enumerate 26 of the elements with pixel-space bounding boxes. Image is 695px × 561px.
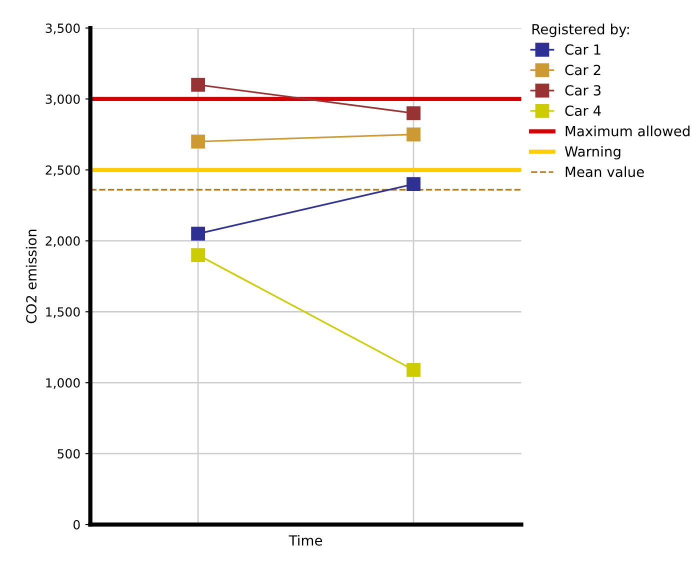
- y-tick-label: 2,500: [46, 165, 80, 176]
- legend-label: Car 3: [565, 85, 601, 96]
- legend-label: Warning: [564, 146, 620, 160]
- legend-label: Car 2: [565, 64, 600, 76]
- point: [406, 127, 420, 142]
- y-tick-label: 1,500: [46, 307, 80, 318]
- legend-label: Car 1: [565, 44, 600, 55]
- point: [191, 78, 206, 92]
- legend-label: Maximum allowed: [566, 126, 690, 136]
- legend-label: Car 4: [565, 105, 601, 116]
- y-tick-label: 500: [58, 449, 80, 459]
- point: [191, 226, 206, 241]
- point: [191, 134, 206, 148]
- point: [406, 362, 420, 377]
- legend-title: Registered by:: [532, 24, 629, 38]
- point: [406, 106, 420, 120]
- x-axis-title: Time: [288, 534, 322, 546]
- y-axis-title: CO2 emission: [26, 230, 37, 324]
- legend-label: Mean value: [566, 166, 644, 178]
- point: [406, 177, 420, 192]
- y-tick-label: 0: [74, 520, 80, 530]
- y-tick-label: 1,000: [46, 378, 80, 389]
- y-tick-label: 3,500: [46, 24, 80, 34]
- y-tick-label: 3,000: [46, 94, 80, 106]
- y-tick-label: 2,000: [46, 236, 80, 248]
- point: [191, 248, 206, 262]
